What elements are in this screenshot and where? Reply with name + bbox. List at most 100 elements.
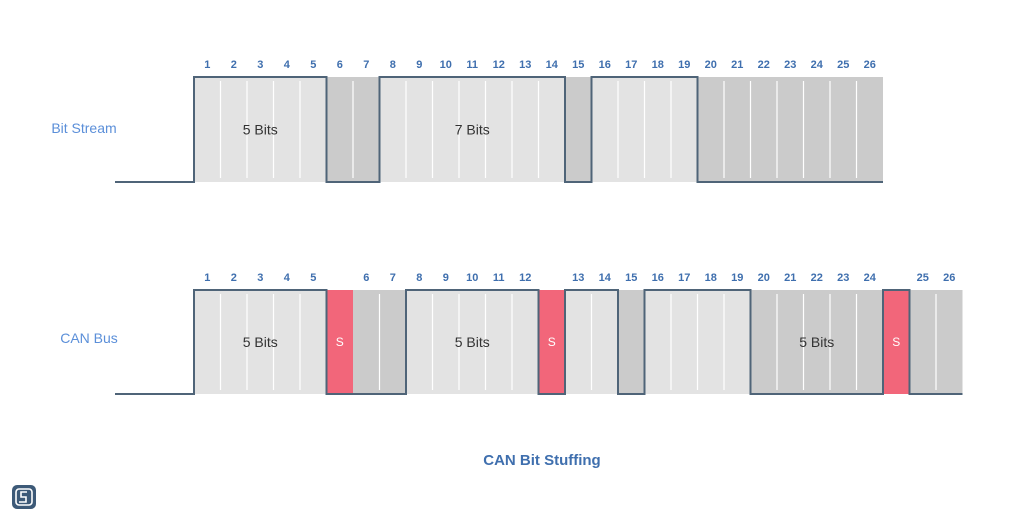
bit-cell xyxy=(273,290,300,394)
bit-cell xyxy=(459,290,486,394)
bit-number: 4 xyxy=(284,272,291,284)
bit-cell xyxy=(273,77,300,182)
stuff-bit-label: S xyxy=(336,335,344,349)
bit-number: 2 xyxy=(231,59,237,71)
bit-number: 19 xyxy=(678,59,690,71)
bit-number: 11 xyxy=(466,59,478,71)
bit-cell xyxy=(830,290,857,394)
bit-cell xyxy=(644,290,671,394)
bit-cell xyxy=(485,290,512,394)
bit-cell xyxy=(724,290,751,394)
bit-group-label: 5 Bits xyxy=(243,122,278,138)
bit-cell xyxy=(432,290,459,394)
bit-number: 2 xyxy=(231,272,237,284)
stuff-bit-label: S xyxy=(892,335,900,349)
bit-cell xyxy=(856,77,883,182)
bit-number: 7 xyxy=(390,272,396,284)
bit-cell xyxy=(697,77,724,182)
bit-stream-label: Bit Stream xyxy=(51,120,116,136)
bit-number: 26 xyxy=(943,272,955,284)
bit-cell xyxy=(591,77,618,182)
bit-number: 4 xyxy=(284,59,291,71)
stuff-bit-label: S xyxy=(548,335,556,349)
bit-number: 13 xyxy=(519,59,531,71)
bit-number: 14 xyxy=(546,59,559,71)
bit-cell xyxy=(220,290,247,394)
bit-number: 16 xyxy=(652,272,664,284)
bit-cell xyxy=(220,77,247,182)
bit-number: 11 xyxy=(493,272,505,284)
bit-cell xyxy=(406,290,433,394)
bit-number: 20 xyxy=(758,272,770,284)
bit-cell xyxy=(406,77,433,182)
bit-cell xyxy=(750,290,777,394)
bit-cell xyxy=(353,77,380,182)
bit-number: 16 xyxy=(599,59,611,71)
bit-cell xyxy=(538,77,565,182)
bit-cell xyxy=(194,77,221,182)
bit-cell xyxy=(671,290,698,394)
bit-number: 3 xyxy=(257,59,263,71)
bit-number: 10 xyxy=(440,59,452,71)
bit-cell xyxy=(803,77,830,182)
bit-number: 7 xyxy=(363,59,369,71)
bit-number: 6 xyxy=(337,59,343,71)
bit-number: 20 xyxy=(705,59,717,71)
bit-cell xyxy=(909,290,936,394)
bit-cell xyxy=(247,290,274,394)
bit-cell xyxy=(856,290,883,394)
bit-number: 13 xyxy=(572,272,584,284)
bit-group-label: 7 Bits xyxy=(455,122,490,138)
bit-cell xyxy=(326,77,353,182)
bit-cell xyxy=(618,77,645,182)
bit-number: 21 xyxy=(784,272,796,284)
bit-cell xyxy=(512,77,539,182)
bit-cell xyxy=(379,77,406,182)
bit-cell xyxy=(803,290,830,394)
bit-number: 22 xyxy=(811,272,823,284)
bit-cell xyxy=(777,77,804,182)
bit-number: 6 xyxy=(363,272,369,284)
bit-number: 26 xyxy=(864,59,876,71)
signal-waveform xyxy=(115,289,963,395)
bit-number: 18 xyxy=(652,59,664,71)
bit-cell xyxy=(565,290,592,394)
bit-cell xyxy=(644,77,671,182)
logo-icon xyxy=(12,485,36,509)
bit-number: 24 xyxy=(811,59,824,71)
bit-cell xyxy=(379,290,406,394)
bit-cell xyxy=(777,290,804,394)
bit-cell xyxy=(300,77,327,182)
bit-cell xyxy=(591,290,618,394)
bit-cell xyxy=(247,77,274,182)
bit-number: 12 xyxy=(493,59,505,71)
bit-cell xyxy=(300,290,327,394)
bit-group-label: 5 Bits xyxy=(455,334,490,350)
bit-cell xyxy=(565,77,592,182)
bit-cell xyxy=(830,77,857,182)
bit-number: 9 xyxy=(443,272,449,284)
bit-cell xyxy=(353,290,380,394)
bit-number: 1 xyxy=(204,272,210,284)
bit-number: 17 xyxy=(678,272,690,284)
bit-number: 23 xyxy=(837,272,849,284)
bit-number: 5 xyxy=(310,272,316,284)
bit-cell xyxy=(485,77,512,182)
stuff-bit-cell xyxy=(326,290,353,394)
bit-number: 25 xyxy=(837,59,849,71)
stuff-bit-cell xyxy=(883,290,910,394)
bit-cell xyxy=(432,77,459,182)
bit-group-label: 5 Bits xyxy=(243,334,278,350)
bit-number: 17 xyxy=(625,59,637,71)
bit-number: 8 xyxy=(416,272,422,284)
bit-number: 15 xyxy=(625,272,637,284)
bit-number: 14 xyxy=(599,272,612,284)
bit-number: 23 xyxy=(784,59,796,71)
bit-cell xyxy=(618,290,645,394)
bit-number: 5 xyxy=(310,59,316,71)
bit-cell xyxy=(194,290,221,394)
bit-number: 25 xyxy=(917,272,929,284)
can-bus-label: CAN Bus xyxy=(60,330,118,346)
